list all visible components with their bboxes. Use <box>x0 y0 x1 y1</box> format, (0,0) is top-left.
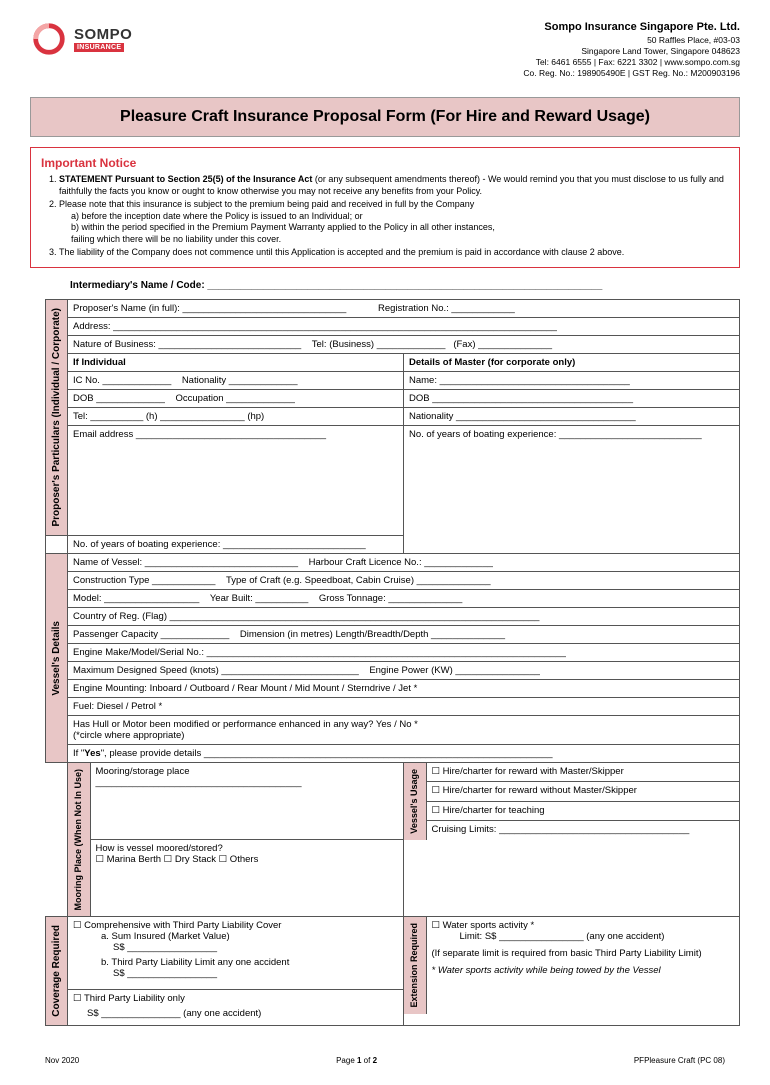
company-name: Sompo Insurance Singapore Pte. Ltd. <box>523 20 740 34</box>
footer-center: Page 1 of 2 <box>336 1056 377 1065</box>
details-master-header: Details of Master (for corporate only) <box>404 354 740 372</box>
fuel-row: Fuel: Diesel / Petrol * <box>68 697 740 715</box>
page-header: SOMPO INSURANCE Sompo Insurance Singapor… <box>30 20 740 79</box>
form-title: Pleasure Craft Insurance Proposal Form (… <box>30 97 740 137</box>
master-nat-row: Nationality ____________________________… <box>404 408 740 426</box>
ic-nat-row: IC No. _____________ Nationality _______… <box>68 372 404 390</box>
proposer-name-row: Proposer's Name (in full): _____________… <box>68 300 740 318</box>
company-info: Sompo Insurance Singapore Pte. Ltd. 50 R… <box>523 20 740 79</box>
capacity-row: Passenger Capacity _____________ Dimensi… <box>68 625 740 643</box>
notice-heading: Important Notice <box>41 156 729 170</box>
coverage-comp: ☐ Comprehensive with Third Party Liabili… <box>68 917 404 989</box>
footer-right: PFPleasure Craft (PC 08) <box>634 1056 725 1065</box>
logo-name: SOMPO <box>74 26 132 43</box>
coverage-tplonly: ☐ Third Party Liability only S$ ________… <box>68 989 404 1025</box>
notice-item-3: The liability of the Company does not co… <box>59 247 729 259</box>
speed-row: Maximum Designed Speed (knots) _________… <box>68 661 740 679</box>
section-vessel-label: Vessel's Details <box>46 553 68 762</box>
vessel-name-row: Name of Vessel: ________________________… <box>68 553 740 571</box>
years-row: No. of years of boating experience: ____… <box>68 535 404 553</box>
ifyes-row: If "Yes", please provide details _______… <box>68 744 740 762</box>
country-row: Country of Reg. (Flag) _________________… <box>68 607 740 625</box>
engine-row: Engine Make/Model/Serial No.: __________… <box>68 643 740 661</box>
nature-row: Nature of Business: ____________________… <box>68 336 740 354</box>
sompo-logo-icon <box>30 20 68 58</box>
extension-block: Extension Required ☐ Water sports activi… <box>404 917 740 1026</box>
master-dob-row: DOB ____________________________________… <box>404 390 740 408</box>
hull-row: Has Hull or Motor been modified or perfo… <box>68 715 740 744</box>
model-row: Model: __________________ Year Built: __… <box>68 589 740 607</box>
mooring-block: Mooring Place (When Not In Use) Mooring/… <box>68 762 404 917</box>
tel-row: Tel: __________ (h) ________________ (hp… <box>68 408 404 426</box>
important-notice: Important Notice STATEMENT Pursuant to S… <box>30 147 740 268</box>
company-addr2: Singapore Land Tower, Singapore 048623 <box>523 46 740 57</box>
page-footer: Nov 2020 Page 1 of 2 PFPleasure Craft (P… <box>30 1056 740 1065</box>
master-name-row: Name: __________________________________… <box>404 372 740 390</box>
section-proposer-label: Proposer's Particulars (Individual / Cor… <box>46 300 68 536</box>
logo-block: SOMPO INSURANCE <box>30 20 132 58</box>
construction-row: Construction Type ____________ Type of C… <box>68 571 740 589</box>
master-years-row: No. of years of boating experience: ____… <box>404 426 740 554</box>
address-row: Address: _______________________________… <box>68 318 740 336</box>
logo-sublabel: INSURANCE <box>74 43 124 52</box>
if-individual-header: If Individual <box>68 354 404 372</box>
company-addr1: 50 Raffles Place, #03-03 <box>523 35 740 46</box>
dob-occ-row: DOB _____________ Occupation ___________… <box>68 390 404 408</box>
notice-item-2: Please note that this insurance is subje… <box>59 199 729 246</box>
footer-left: Nov 2020 <box>45 1056 79 1065</box>
company-reg: Co. Reg. No.: 198905490E | GST Reg. No.:… <box>523 68 740 79</box>
form-table: Proposer's Particulars (Individual / Cor… <box>45 299 740 1026</box>
usage-block: Vessel's Usage ☐ Hire/charter for reward… <box>404 762 740 917</box>
intermediary-field: Intermediary's Name / Code: ____________… <box>70 280 720 291</box>
company-tel: Tel: 6461 6555 | Fax: 6221 3302 | www.so… <box>523 57 740 68</box>
mounting-row: Engine Mounting: Inboard / Outboard / Re… <box>68 679 740 697</box>
notice-item-1: STATEMENT Pursuant to Section 25(5) of t… <box>59 174 729 197</box>
email-row: Email address __________________________… <box>68 426 404 536</box>
section-coverage-label: Coverage Required <box>46 917 68 1026</box>
